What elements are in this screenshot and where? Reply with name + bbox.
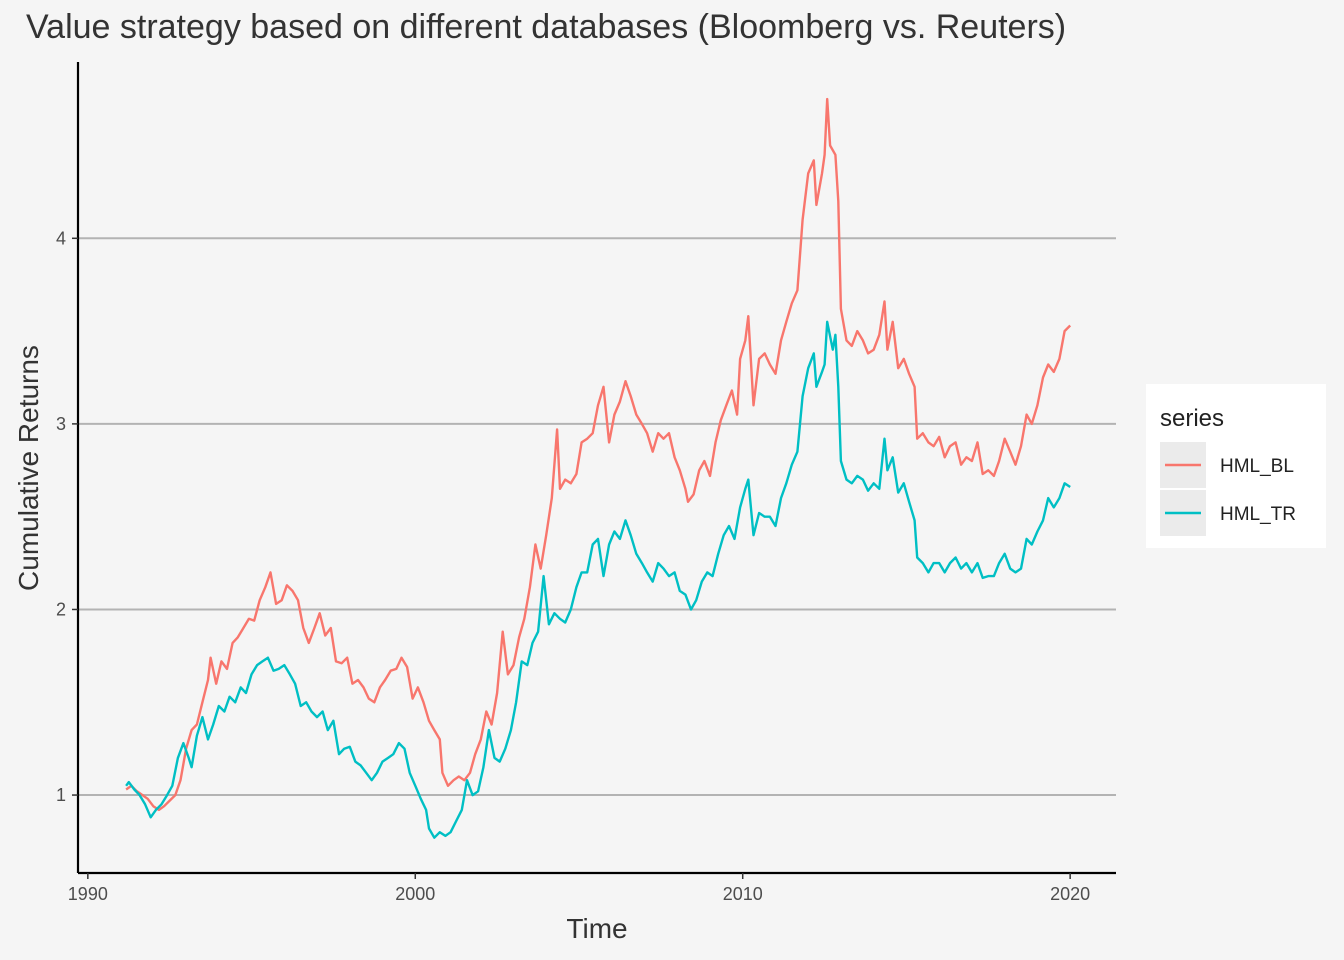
- legend-label-hml-tr: HML_TR: [1220, 504, 1296, 525]
- y-axis-title: Cumulative Returns: [13, 345, 44, 591]
- y-tick-label: 1: [56, 785, 66, 805]
- x-tick-label: 2010: [723, 884, 763, 904]
- x-tick-label: 1990: [68, 884, 108, 904]
- series-line-hml-bl: [125, 97, 1072, 812]
- series-line-hml-tr: [125, 320, 1071, 839]
- legend-label-hml-bl: HML_BL: [1220, 456, 1294, 477]
- y-tick-label: 4: [56, 228, 66, 248]
- chart-title: Value strategy based on different databa…: [26, 8, 1067, 46]
- x-tick-label: 2000: [395, 884, 435, 904]
- y-tick-label: 2: [56, 599, 66, 619]
- legend: series HML_BL HML_TR: [1146, 384, 1326, 548]
- series-lines: [125, 97, 1072, 839]
- gridlines: [78, 237, 1116, 797]
- legend-title: series: [1160, 405, 1224, 432]
- x-axis-title: Time: [566, 913, 627, 944]
- y-tick-label: 3: [56, 414, 66, 434]
- axes: [76, 62, 1116, 875]
- x-tick-label: 2020: [1050, 884, 1090, 904]
- ticks: 1 2 3 4 1990 2000 2010 2020: [56, 228, 1090, 904]
